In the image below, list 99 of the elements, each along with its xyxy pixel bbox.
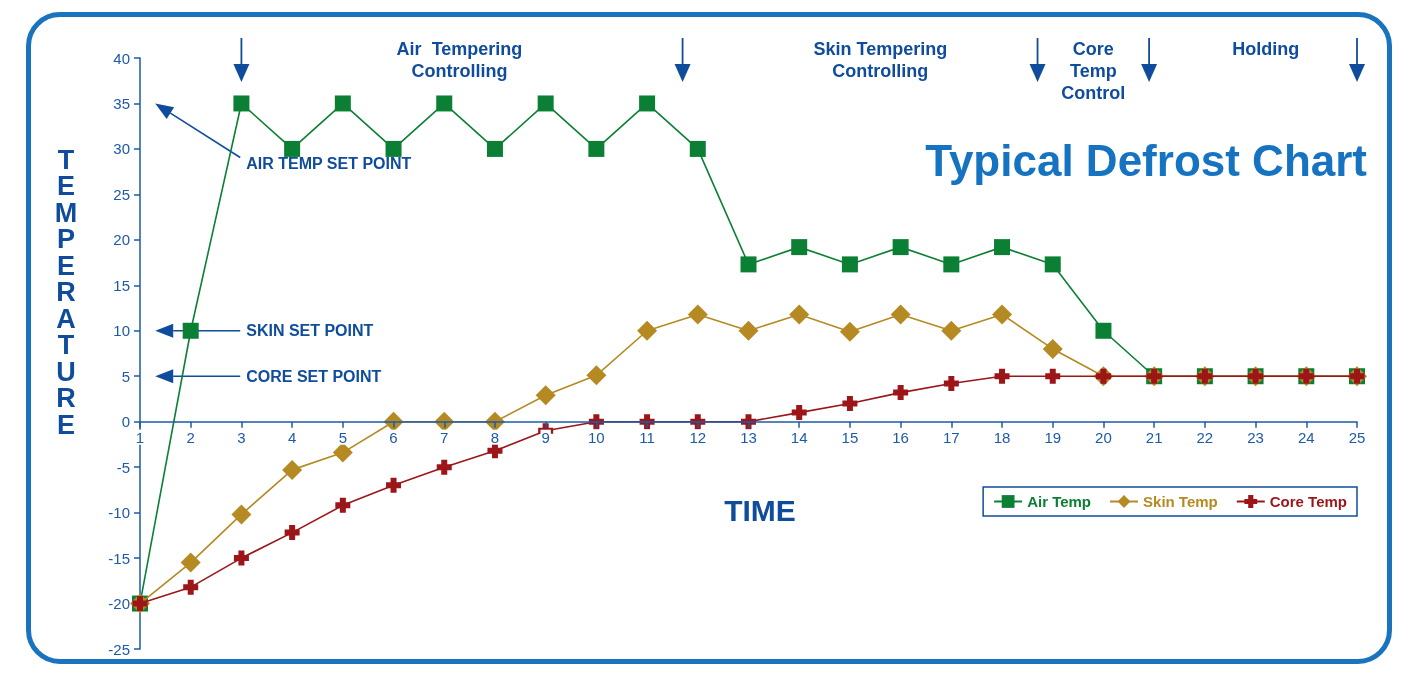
point: [535, 385, 556, 406]
x-axis-title: TIME: [724, 493, 796, 527]
point: [689, 140, 706, 157]
point: [687, 304, 708, 325]
text: TEMPERATURE: [54, 144, 78, 440]
point: [182, 322, 199, 339]
point: [1045, 368, 1061, 384]
point: [941, 320, 962, 341]
point: [943, 376, 959, 391]
point: [791, 239, 808, 256]
point: [1095, 322, 1112, 339]
legend-label: Air Temp: [1027, 493, 1092, 510]
point: [1044, 256, 1061, 273]
point: [839, 321, 860, 342]
point: [537, 95, 554, 112]
x-tick-label: 23: [1247, 428, 1264, 446]
y-tick-label: 10: [113, 322, 130, 340]
point: [233, 550, 249, 566]
point: [282, 459, 303, 480]
x-tick-label: 17: [942, 428, 960, 446]
annotation: Air Tempering Controlling: [396, 39, 523, 81]
x-tick-label: 4: [287, 428, 297, 446]
y-tick-label: 30: [113, 140, 130, 158]
x-tick-label: 20: [1095, 428, 1112, 446]
x-tick-label: 1: [135, 428, 145, 446]
y-tick-label: 40: [113, 49, 130, 67]
point: [486, 140, 503, 157]
legend-label: Skin Temp: [1143, 493, 1218, 510]
point: [180, 552, 201, 573]
x-tick-label: 6: [389, 428, 398, 446]
annotation: Skin Tempering Controlling: [813, 39, 948, 81]
point: [994, 368, 1010, 384]
point: [890, 304, 911, 325]
point: [841, 256, 858, 273]
y-tick-label: -25: [108, 640, 130, 658]
y-tick-label: -20: [108, 595, 130, 613]
point: [588, 140, 605, 157]
x-tick-label: 7: [440, 428, 449, 446]
y-tick-label: 25: [113, 185, 130, 203]
point: [436, 95, 453, 112]
point: [183, 579, 199, 595]
text: Typical Defrost Chart: [925, 135, 1368, 185]
x-tick-label: 3: [237, 428, 246, 446]
point: [637, 320, 658, 341]
point: [842, 396, 858, 412]
x-tick-label: 19: [1044, 428, 1062, 446]
point: [385, 140, 402, 157]
x-tick-label: 10: [588, 428, 605, 446]
point: [1042, 338, 1063, 359]
x-tick-label: 12: [689, 428, 707, 446]
x-tick-label: 21: [1145, 428, 1163, 446]
point: [740, 256, 757, 273]
point: [892, 239, 909, 256]
annotation: Holding: [1232, 39, 1300, 59]
x-tick-label: 13: [740, 428, 757, 446]
y-tick-label: -5: [116, 458, 130, 476]
point: [233, 95, 250, 112]
annotation: SKIN SET POINT: [246, 322, 374, 340]
x-tick-label: 16: [892, 428, 909, 446]
point: [639, 95, 656, 112]
point: [334, 95, 351, 112]
x-tick-label: 9: [541, 428, 550, 446]
annotation: AIR TEMP SET POINT: [246, 154, 412, 172]
annotation: CORE SET POINT: [246, 367, 382, 385]
point: [436, 459, 452, 475]
y-tick-label: 35: [113, 94, 130, 112]
point: [487, 443, 503, 459]
annotation: Core Temp Control: [1061, 39, 1126, 103]
point: [284, 525, 300, 541]
point: [992, 304, 1013, 325]
y-tick-label: 15: [113, 276, 130, 294]
x-tick-label: 15: [841, 428, 859, 446]
x-tick-label: 18: [993, 428, 1011, 446]
y-tick-label: 20: [113, 231, 130, 249]
x-tick-label: 22: [1196, 428, 1214, 446]
y-tick-label: -15: [108, 549, 130, 567]
point: [789, 304, 810, 325]
point: [738, 320, 759, 341]
point: [386, 477, 402, 493]
x-tick-label: 8: [490, 428, 500, 446]
x-tick-label: 2: [186, 428, 195, 446]
point: [586, 365, 607, 386]
y-tick-label: -10: [108, 504, 130, 522]
y-tick-label: 5: [121, 367, 130, 385]
x-tick-label: 14: [790, 428, 808, 446]
point: [335, 497, 351, 513]
x-tick-label: 11: [639, 428, 655, 446]
x-tick-label: 24: [1297, 428, 1315, 446]
y-tick-label: 0: [121, 413, 130, 431]
x-tick-label: 5: [338, 428, 348, 446]
point: [994, 239, 1011, 256]
point: [231, 504, 252, 525]
point: [332, 442, 353, 463]
point: [943, 256, 960, 273]
x-tick-label: 25: [1348, 428, 1366, 446]
point: [791, 405, 807, 421]
point: [893, 385, 909, 401]
legend-label: Core Temp: [1269, 493, 1347, 510]
point: [284, 140, 301, 157]
